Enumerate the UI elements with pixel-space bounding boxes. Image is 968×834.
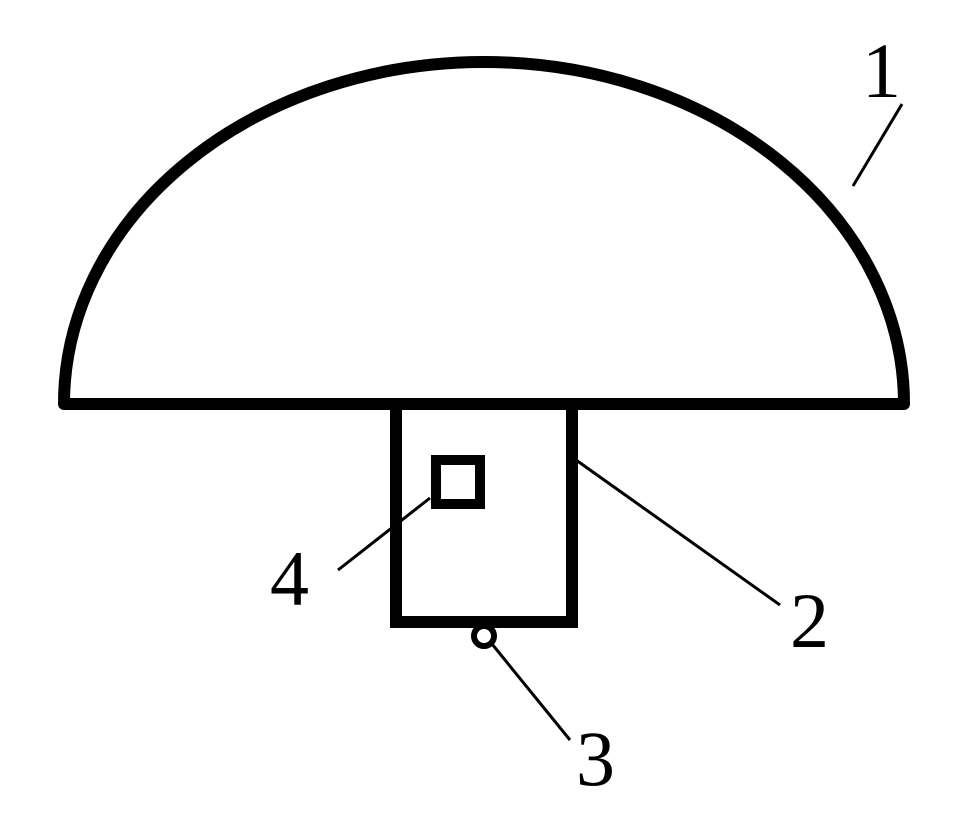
stem-rect [396,404,572,622]
callout-label-1: 1 [862,32,901,110]
diagram-svg [0,0,968,829]
callout-label-3: 3 [576,720,615,798]
small-circle [474,626,494,646]
callout-label-4: 4 [270,540,309,618]
leader-line-4 [338,498,430,570]
small-square [436,460,480,504]
leader-line-3 [492,644,570,740]
leader-line-2 [576,460,780,605]
dome-shape [64,62,904,404]
diagram-canvas: 1 2 3 4 [0,0,968,829]
callout-label-2: 2 [790,582,829,660]
leader-line-1 [853,104,902,186]
